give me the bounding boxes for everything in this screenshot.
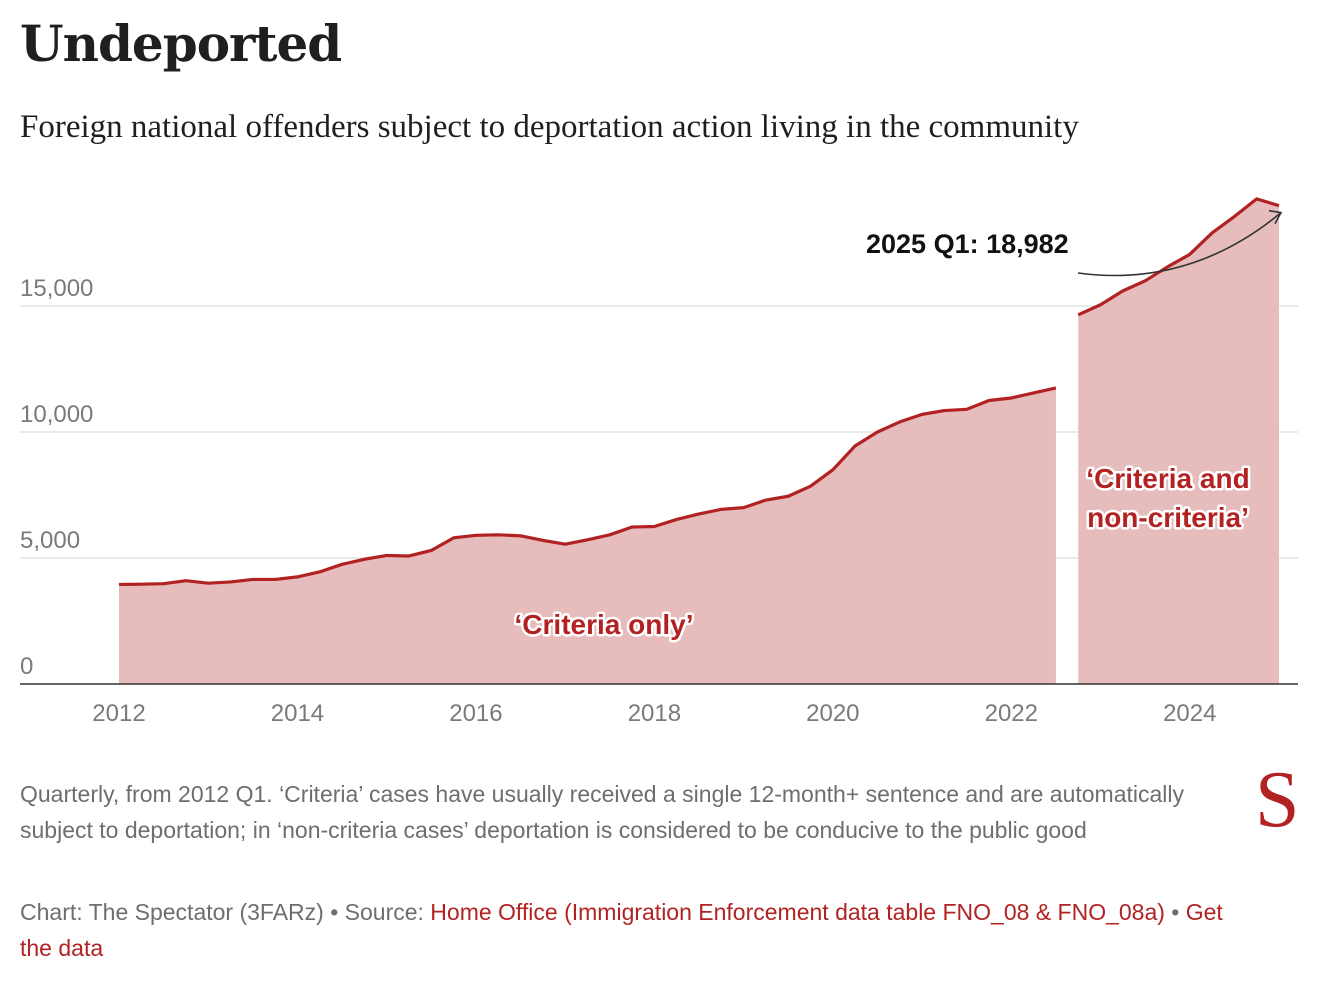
- area-fill-series-0: [119, 387, 1056, 684]
- chart-footnote: Quarterly, from 2012 Q1. ‘Criteria’ case…: [20, 781, 1185, 843]
- x-tick-label: 2016: [449, 700, 502, 727]
- annotations: 2025 Q1: 18,982 ‘Criteria only’ ‘Criteri…: [512, 209, 1283, 643]
- area-chart: 0 5,000 10,000 15,000 2012 2014 2016 2018 2020 20…: [20, 197, 1298, 727]
- annotation-criteria-and-noncriteria-line1: ‘Criteria and: [1086, 463, 1249, 494]
- annotation-criteria-only: ‘Criteria only’: [515, 609, 694, 640]
- x-tick-label: 2018: [628, 700, 681, 727]
- x-tick-label: 2022: [985, 700, 1038, 727]
- annotation-arrow: [1077, 212, 1282, 277]
- x-tick-label: 2014: [271, 700, 324, 727]
- source-link[interactable]: Home Office (Immigration Enforcement dat…: [430, 899, 1165, 925]
- annotation-arrowhead: [1268, 209, 1283, 225]
- x-tick-label: 2024: [1163, 700, 1216, 727]
- annotation-criteria-and-noncriteria-line2: non-criteria’: [1087, 502, 1249, 533]
- y-tick-label: 10,000: [20, 401, 93, 428]
- x-tick-label: 2012: [92, 700, 145, 727]
- area-fill-series-1: [1078, 198, 1279, 684]
- y-tick-label: 0: [20, 653, 33, 680]
- axes: 0 5,000 10,000 15,000 2012 2014 2016 2018 2020 20…: [20, 275, 1298, 727]
- line-series-1: [1077, 197, 1280, 317]
- annotation-latest-value: 2025 Q1: 18,982: [866, 229, 1069, 259]
- y-tick-label: 5,000: [20, 527, 80, 554]
- credit-separator: •: [1164, 899, 1186, 925]
- get-the-data-link[interactable]: Get the data: [20, 899, 1223, 961]
- y-tick-label: 15,000: [20, 275, 93, 302]
- x-tick-label: 2020: [806, 700, 859, 727]
- line-series-0: [118, 386, 1057, 587]
- chart-credits: Chart: The Spectator (3FARz) • Source: H…: [20, 894, 1230, 966]
- spectator-logo: S: [1255, 756, 1300, 844]
- chart-title: Undeported: [20, 14, 342, 73]
- credit-text: Chart: The Spectator (3FARz) • Source:: [20, 899, 431, 925]
- chart-subtitle: Foreign national offenders subject to de…: [20, 109, 1079, 145]
- area-series: [118, 197, 1280, 684]
